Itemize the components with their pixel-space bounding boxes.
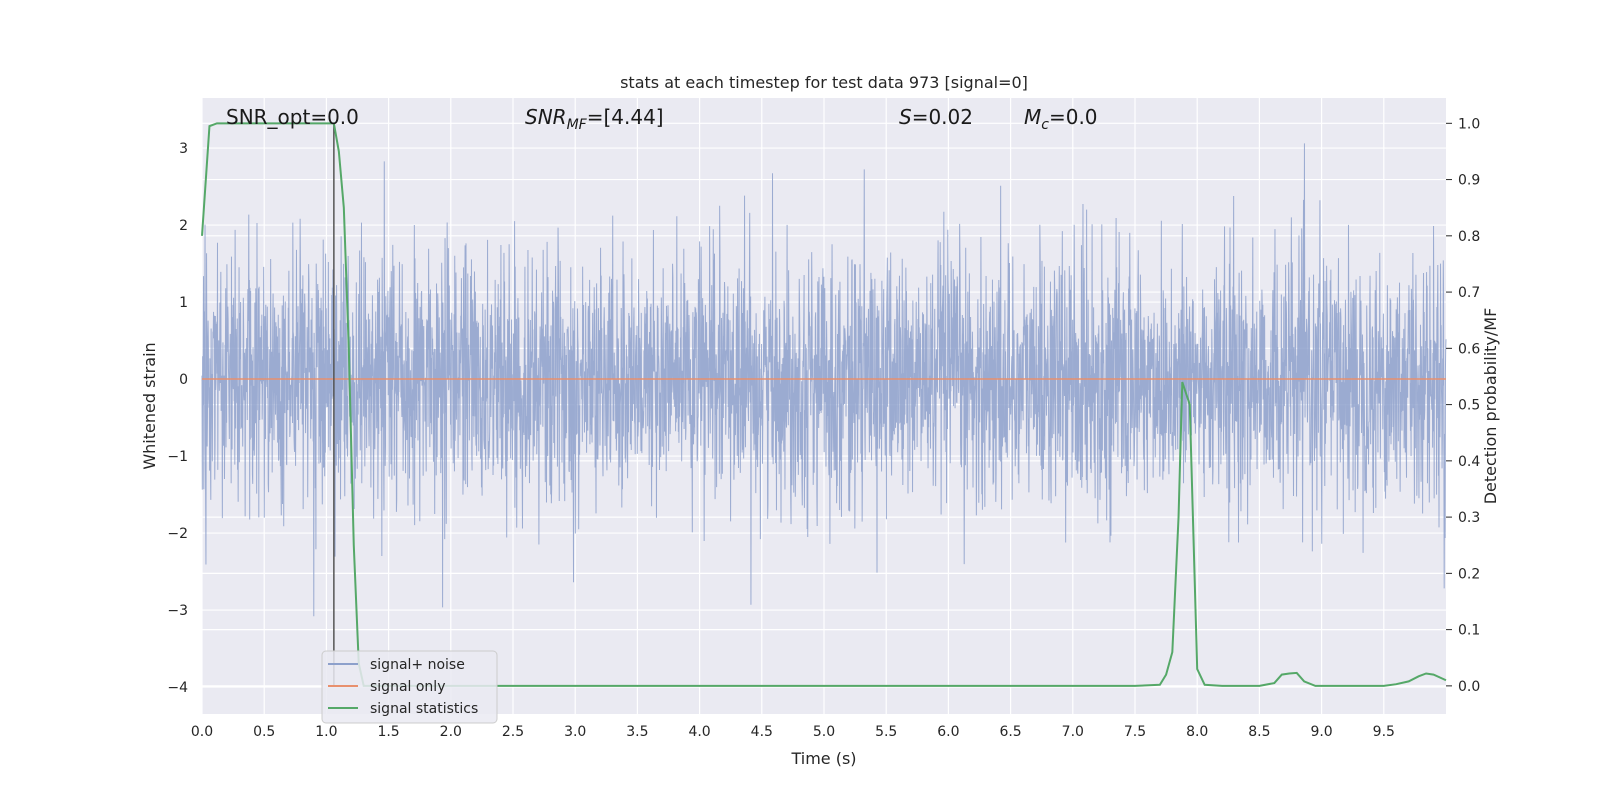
y2-tick-label-10: 0.0 [1458, 679, 1480, 695]
y-axis-label: Whitened strain [140, 342, 159, 469]
y2-tick-label-6: 0.4 [1458, 454, 1480, 470]
x-tick-label-19: 9.5 [1373, 724, 1395, 740]
y2-tick-label-9: 0.1 [1458, 623, 1480, 639]
y2-axis-label: Detection probability/MF [1481, 308, 1500, 505]
y-tick-label-1: 2 [179, 218, 188, 234]
annotation-mc-base: M [1024, 105, 1041, 129]
x-tick-label-3: 1.5 [377, 724, 399, 740]
y-tick-label-4: −1 [167, 449, 188, 465]
annotation-snr-mf: SNRMF=[4.44] [525, 105, 664, 133]
x-tick-label-7: 3.5 [626, 724, 648, 740]
x-tick-label-12: 6.0 [937, 724, 959, 740]
x-tick-label-14: 7.0 [1062, 724, 1084, 740]
annotation-snr-opt: SNR_opt=0.0 [226, 105, 359, 129]
annotation-s-base: S [899, 105, 912, 129]
y-tick-label-0: 3 [179, 141, 188, 157]
annotation-snr-mf-base: SNR [525, 105, 567, 129]
statistics-line [201, 122, 1447, 687]
y-axis-ticks: 3 2 1 0 −1 −2 −3 −4 [167, 141, 188, 696]
y2-tick-label-3: 0.7 [1458, 285, 1480, 301]
legend-label-signal-plus-noise: signal+ noise [370, 657, 465, 673]
x-tick-label-15: 7.5 [1124, 724, 1146, 740]
x-tick-label-5: 2.5 [502, 724, 524, 740]
legend-box [321, 650, 498, 724]
x-tick-label-4: 2.0 [440, 724, 462, 740]
noise-line [201, 143, 1447, 617]
y-tick-label-6: −3 [167, 603, 188, 619]
annotation-s-value: =0.02 [912, 105, 973, 129]
y2-tick-label-0: 1.0 [1458, 116, 1480, 132]
legend-label-signal-statistics: signal statistics [370, 701, 478, 717]
annotation-snr-mf-value: =[4.44] [587, 105, 664, 129]
x-tick-label-9: 4.5 [751, 724, 773, 740]
x-tick-label-1: 0.5 [253, 724, 275, 740]
x-tick-label-2: 1.0 [315, 724, 337, 740]
x-tick-label-6: 3.0 [564, 724, 586, 740]
x-axis-label: Time (s) [790, 749, 856, 768]
annotation-snr-mf-sub: MF [567, 117, 588, 133]
x-tick-label-17: 8.5 [1248, 724, 1270, 740]
x-tick-label-10: 5.0 [813, 724, 835, 740]
series-signal-plus-noise [201, 143, 1447, 617]
annotation-mc-value: =0.0 [1049, 105, 1098, 129]
legend: signal+ noise signal only signal statist… [321, 650, 498, 724]
x-tick-label-16: 8.0 [1186, 724, 1208, 740]
y2-tick-label-7: 0.3 [1458, 510, 1480, 526]
y-tick-label-3: 0 [179, 372, 188, 388]
y2-tick-label-1: 0.9 [1458, 173, 1480, 189]
legend-label-signal-only: signal only [370, 679, 445, 695]
x-axis-ticks: 0.0 0.5 1.0 1.5 2.0 2.5 3.0 3.5 4.0 4.5 5.0 5.5 6.0 6… [191, 724, 1395, 740]
y-tick-label-2: 1 [179, 295, 188, 311]
y-tick-label-7: −4 [167, 680, 188, 696]
x-tick-label-8: 4.0 [688, 724, 710, 740]
x-tick-label-11: 5.5 [875, 724, 897, 740]
series-signal-statistics [201, 122, 1447, 687]
annotation-mc-sub: c [1041, 117, 1049, 133]
y2-tick-label-8: 0.2 [1458, 566, 1480, 582]
annotation-s: S=0.02 [899, 105, 973, 129]
x-tick-label-13: 6.5 [999, 724, 1021, 740]
y2-axis-ticks: 1.0 0.9 0.8 0.7 0.6 0.5 0.4 0.3 0.2 0.1 0.0 [1446, 116, 1480, 695]
annotation-mc: Mc=0.0 [1024, 105, 1098, 133]
y-tick-label-5: −2 [167, 526, 188, 542]
chart-title: stats at each timestep for test data 973… [620, 73, 1028, 92]
y2-tick-label-5: 0.5 [1458, 398, 1480, 414]
x-tick-label-0: 0.0 [191, 724, 213, 740]
y2-tick-label-2: 0.8 [1458, 229, 1480, 245]
y2-tick-label-4: 0.6 [1458, 341, 1480, 357]
x-tick-label-18: 9.0 [1310, 724, 1332, 740]
